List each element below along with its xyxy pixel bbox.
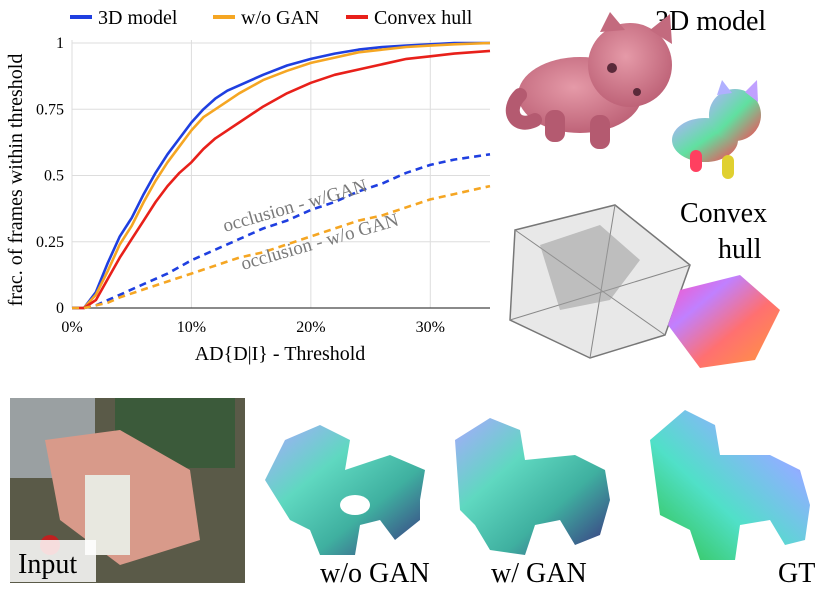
series-lines (72, 41, 491, 310)
chart-grid (71, 40, 490, 309)
line-chart: 0% 10% 20% 30% 00.250.50.751 occlusion - w/… (5, 35, 491, 365)
y-tick-label: 0.5 (44, 168, 64, 185)
model-render-panel: 3D model Convex hull (505, 6, 780, 368)
convex-hull-colored (668, 275, 780, 368)
model-panel-title: 3D model (655, 6, 766, 37)
w-gan-map: w/ GAN (455, 418, 610, 589)
colored-kitten-render (672, 80, 761, 179)
y-tick-labels: 0 0.25 0.5 0.75 1 (36, 35, 64, 317)
chart-legend: 3D model w/o GAN Convex hull (70, 7, 473, 29)
x-tick-label: 10% (177, 319, 206, 336)
input-label: Input (18, 549, 77, 580)
series-line-convex-hull (72, 49, 491, 310)
series-line-occlusion-w-o-gan (72, 184, 491, 310)
x-axis-label: AD{D|I} - Threshold (195, 343, 366, 365)
y-tick-label: 0.25 (36, 234, 64, 251)
legend-item-convex-hull: Convex hull (346, 7, 473, 29)
wo-gan-label: w/o GAN (320, 558, 430, 589)
x-tick-labels: 0% 10% 20% 30% (61, 319, 445, 336)
x-tick-label: 0% (61, 319, 82, 336)
legend-label-3d-model: 3D model (98, 7, 178, 29)
input-image-panel: Input (8, 398, 245, 583)
y-tick-label: 0.75 (36, 101, 64, 118)
convex-panel-title-line2: hull (718, 234, 762, 265)
legend-label-wo-gan: w/o GAN (241, 7, 319, 29)
wo-gan-map: w/o GAN (265, 425, 430, 589)
x-tick-label: 30% (416, 319, 445, 336)
legend-item-wo-gan: w/o GAN (213, 7, 319, 29)
gt-label: GT (778, 558, 815, 589)
series-line-occlusion-w-gan (72, 153, 491, 310)
series-line-3d-model (72, 41, 490, 310)
legend-label-convex-hull: Convex hull (374, 7, 473, 29)
y-axis-label: frac. of frames within threshold (5, 54, 27, 307)
convex-hull-wireframe (509, 204, 691, 359)
gt-map: GT (650, 410, 815, 589)
convex-panel-title-line1: Convex (680, 198, 767, 229)
series-line-w-o-gan (72, 41, 491, 310)
w-gan-label: w/ GAN (491, 558, 587, 589)
x-tick-label: 20% (296, 319, 325, 336)
y-tick-label: 0 (56, 300, 64, 317)
legend-item-3d-model: 3D model (70, 7, 178, 29)
y-tick-label: 1 (56, 35, 64, 52)
pink-kitten-render (505, 12, 672, 149)
